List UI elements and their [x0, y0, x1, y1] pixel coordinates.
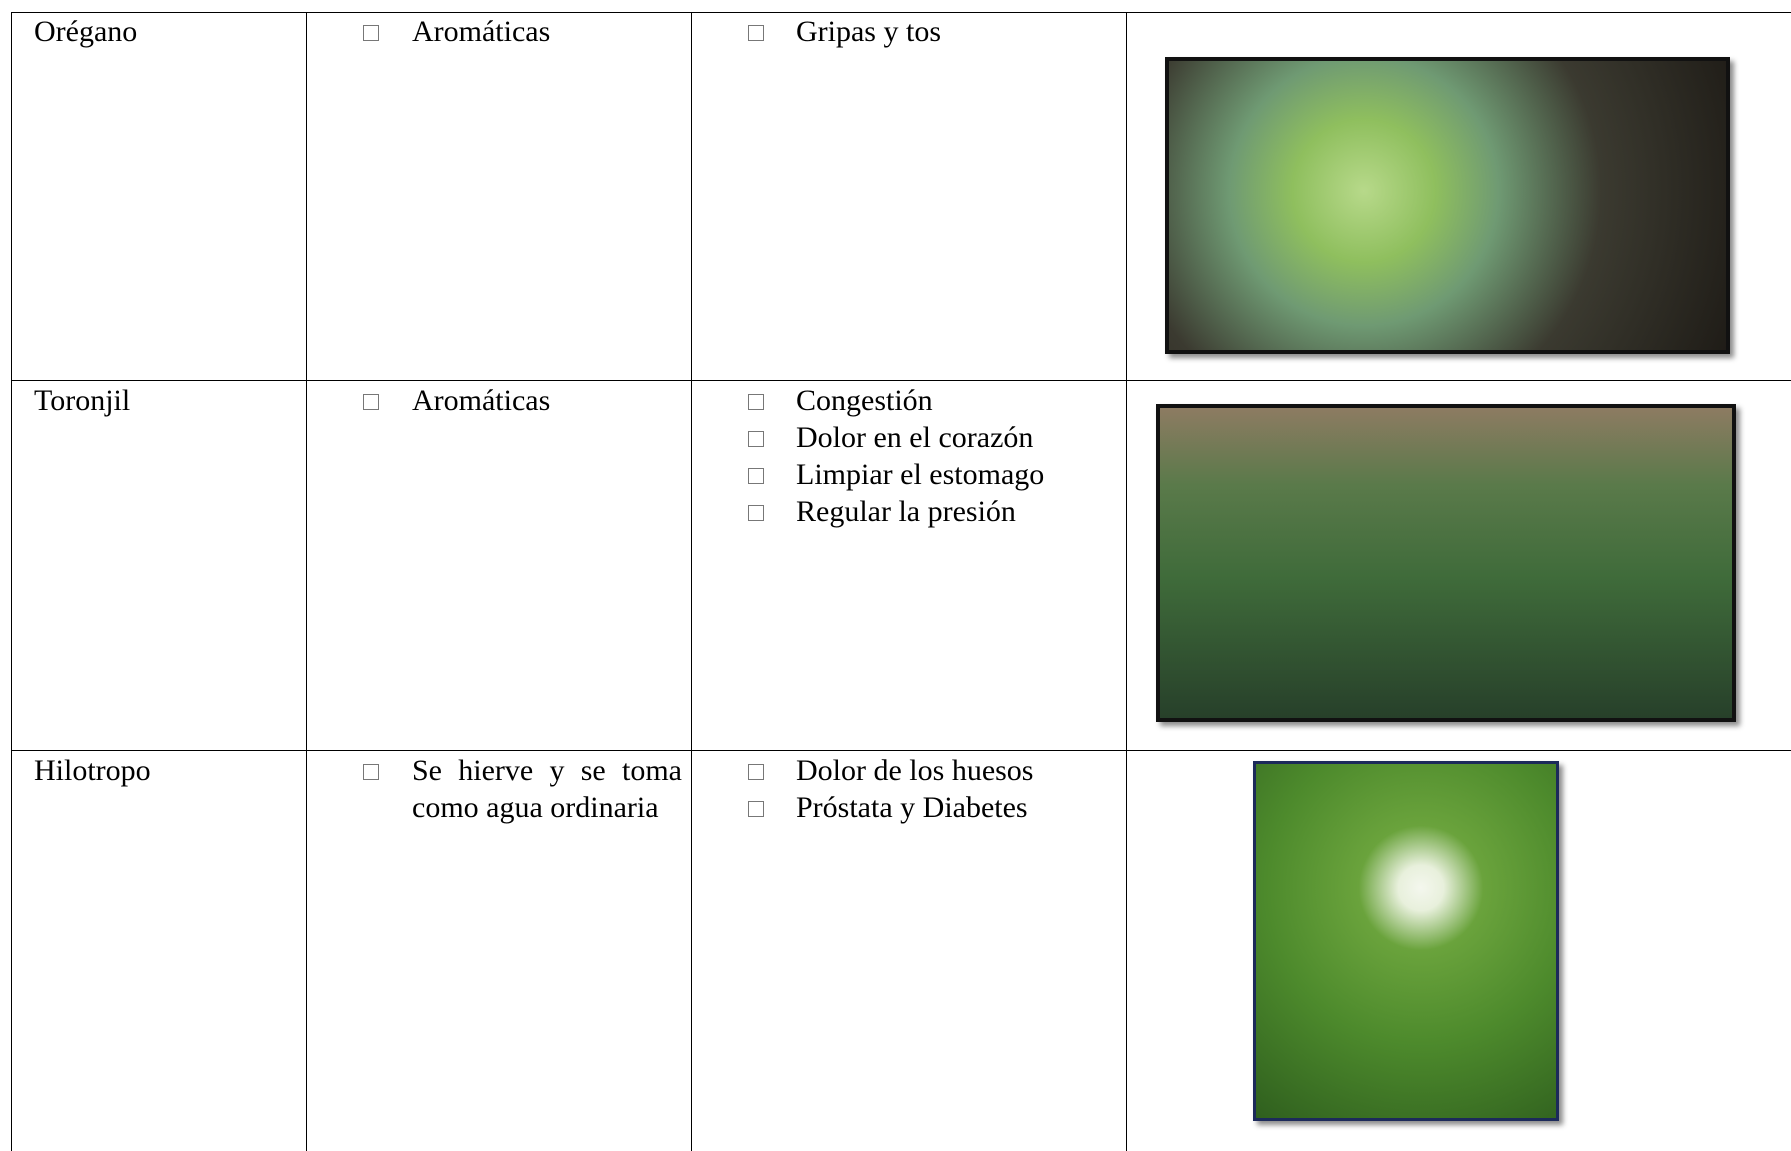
table-border [306, 12, 307, 1151]
bullet-box [748, 801, 764, 817]
table-border [11, 12, 12, 1151]
ailment-item: Gripas y tos [796, 15, 941, 48]
use-item: Aromáticas [412, 15, 551, 48]
ailment-item: Regular la presión [796, 495, 1016, 528]
bullet-box [748, 468, 764, 484]
bullet-box [363, 394, 379, 410]
hilotropo-photo [1253, 761, 1559, 1121]
ailment-item: Limpiar el estomago [796, 458, 1045, 491]
table-border [11, 750, 1791, 751]
oregano-photo [1165, 57, 1730, 354]
table-border [1126, 12, 1127, 1151]
table-border [11, 12, 1791, 13]
table-border [11, 380, 1791, 381]
table-border [691, 12, 692, 1151]
ailment-item: Próstata y Diabetes [796, 791, 1028, 824]
plant-name: Hilotropo [34, 754, 151, 787]
bullet-box [748, 431, 764, 447]
plant-name: Toronjil [34, 384, 131, 417]
bullet-box [748, 394, 764, 410]
bullet-box [363, 25, 379, 41]
bullet-box [748, 25, 764, 41]
bullet-box [748, 505, 764, 521]
ailment-item: Dolor de los huesos [796, 754, 1034, 787]
plant-name: Orégano [34, 15, 138, 48]
use-item: Aromáticas [412, 384, 551, 417]
toronjil-photo [1156, 404, 1736, 722]
ailment-item: Congestión [796, 384, 933, 417]
bullet-box [363, 764, 379, 780]
use-item: Se hierve y se toma como agua ordinaria [412, 754, 682, 824]
bullet-box [748, 764, 764, 780]
ailment-item: Dolor en el corazón [796, 421, 1034, 454]
